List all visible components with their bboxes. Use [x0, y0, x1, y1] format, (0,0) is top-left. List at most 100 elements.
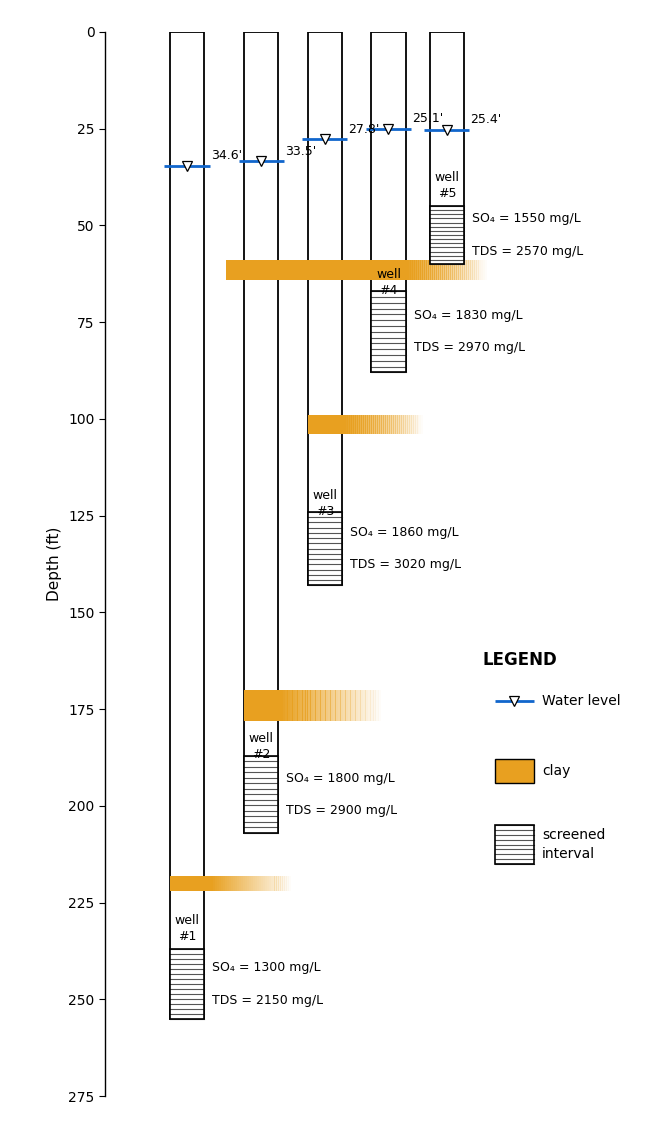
Bar	[244, 32, 278, 834]
Bar	[420, 260, 423, 279]
Text: 25.1': 25.1'	[412, 112, 443, 126]
Text: SO₄ = 1300 mg/L: SO₄ = 1300 mg/L	[212, 961, 321, 974]
Bar	[211, 875, 213, 891]
Bar	[292, 690, 296, 720]
Bar	[469, 260, 471, 279]
Bar	[356, 690, 358, 720]
Bar	[333, 690, 336, 720]
Bar	[464, 260, 467, 279]
Bar	[340, 690, 343, 720]
Bar	[280, 875, 283, 891]
Bar	[405, 415, 408, 434]
Bar	[278, 875, 281, 891]
Text: well
#1: well #1	[174, 914, 200, 943]
Bar	[375, 415, 378, 434]
Bar	[244, 756, 278, 834]
Bar	[454, 260, 457, 279]
Y-axis label: Depth (ft): Depth (ft)	[47, 527, 62, 602]
Bar	[370, 690, 374, 720]
Bar	[430, 206, 464, 264]
Bar	[244, 690, 280, 720]
Bar	[280, 690, 283, 720]
Bar	[371, 32, 406, 372]
Bar	[276, 875, 279, 891]
Bar	[328, 690, 331, 720]
Text: SO₄ = 1800 mg/L: SO₄ = 1800 mg/L	[287, 771, 395, 785]
Bar	[242, 875, 245, 891]
Bar	[257, 875, 259, 891]
Bar	[391, 415, 394, 434]
Bar	[307, 511, 342, 585]
Text: well
#2: well #2	[249, 733, 274, 761]
Text: SO₄ = 1860 mg/L: SO₄ = 1860 mg/L	[350, 526, 459, 538]
Bar	[310, 690, 313, 720]
Bar	[320, 690, 323, 720]
Bar	[474, 260, 477, 279]
Bar	[298, 690, 300, 720]
Bar	[448, 260, 451, 279]
Bar	[419, 415, 421, 434]
Bar	[287, 875, 289, 891]
Bar	[318, 690, 320, 720]
Bar	[287, 690, 291, 720]
Bar	[397, 415, 400, 434]
Bar	[255, 875, 257, 891]
Bar	[307, 511, 342, 585]
Bar	[348, 690, 351, 720]
Bar	[414, 260, 417, 279]
Text: clay: clay	[542, 765, 571, 778]
Bar	[259, 875, 261, 891]
Bar	[450, 260, 453, 279]
Bar	[403, 415, 406, 434]
Bar	[237, 875, 239, 891]
Bar	[274, 875, 277, 891]
Text: LEGEND: LEGEND	[482, 651, 557, 670]
Bar	[436, 260, 439, 279]
Text: 27.8': 27.8'	[348, 122, 380, 136]
Bar	[373, 690, 376, 720]
Bar	[308, 415, 343, 434]
Bar	[253, 875, 255, 891]
Bar	[343, 690, 346, 720]
Bar	[244, 756, 278, 834]
Bar	[363, 415, 366, 434]
Bar	[263, 875, 265, 891]
Bar	[379, 415, 382, 434]
Bar	[371, 415, 374, 434]
Bar	[367, 415, 370, 434]
Bar	[282, 690, 285, 720]
Bar	[170, 949, 204, 1019]
Bar	[406, 260, 408, 279]
Bar	[300, 690, 303, 720]
Bar	[422, 260, 424, 279]
Bar	[345, 690, 348, 720]
Bar	[223, 875, 226, 891]
Text: Water level: Water level	[542, 694, 621, 708]
Bar	[246, 875, 249, 891]
Bar	[460, 260, 463, 279]
Bar	[495, 759, 534, 783]
Bar	[352, 415, 354, 434]
Bar	[170, 32, 204, 1019]
Bar	[231, 875, 233, 891]
Bar	[442, 260, 445, 279]
Bar	[387, 415, 389, 434]
Bar	[378, 690, 381, 720]
Bar	[426, 260, 428, 279]
Text: well
#5: well #5	[434, 171, 460, 200]
Bar	[409, 415, 411, 434]
Bar	[467, 260, 469, 279]
Bar	[330, 690, 333, 720]
Bar	[415, 415, 417, 434]
Bar	[345, 415, 348, 434]
Bar	[289, 875, 291, 891]
Bar	[272, 875, 275, 891]
Bar	[215, 875, 217, 891]
Bar	[350, 415, 352, 434]
Bar	[359, 415, 362, 434]
Bar	[412, 260, 415, 279]
Bar	[476, 260, 479, 279]
Bar	[417, 415, 419, 434]
Bar	[235, 875, 237, 891]
Bar	[393, 415, 396, 434]
